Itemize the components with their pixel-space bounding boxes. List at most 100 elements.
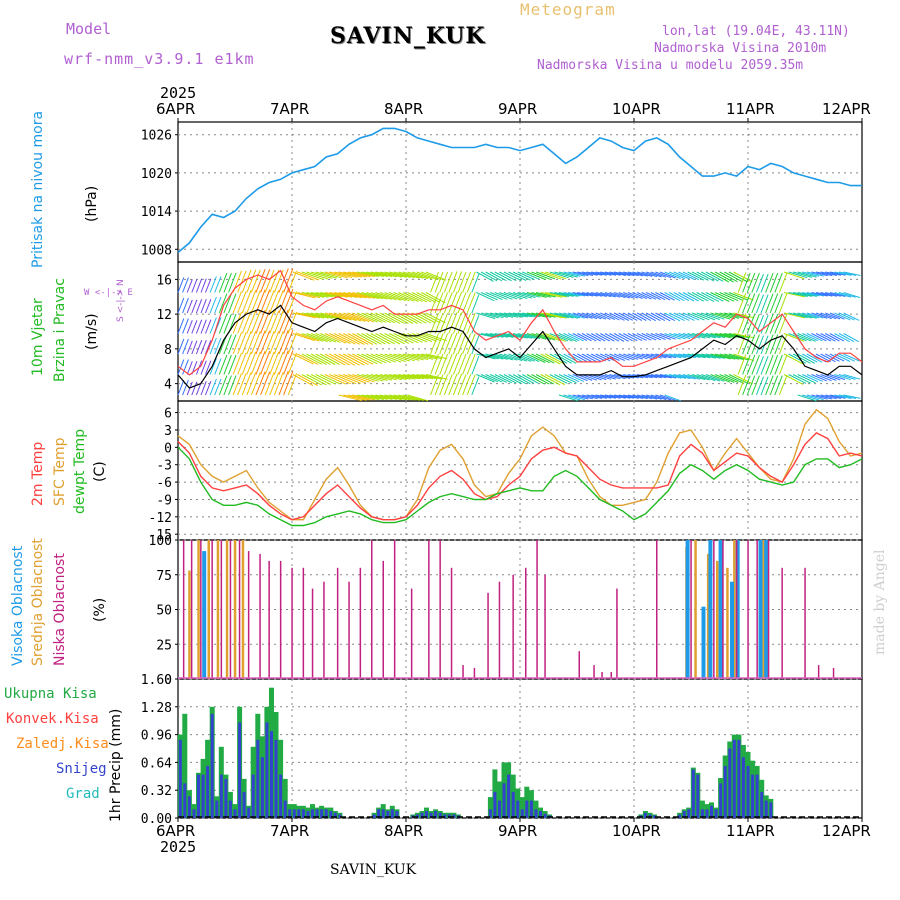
wind-arrow [457, 374, 467, 396]
wind-arrow [448, 353, 458, 375]
wind-arrow [755, 376, 764, 396]
wind-arrow [641, 394, 658, 400]
wind-arrow [347, 271, 371, 278]
date-tick-label: 12APR [822, 100, 871, 118]
low-cloud-bar [410, 588, 413, 679]
wind-arrow [820, 292, 838, 297]
wind-arrow [361, 394, 384, 400]
wind-arrow [462, 333, 472, 355]
wind-arrow [384, 292, 406, 302]
wind-arrow [448, 332, 458, 355]
wind-arrow [379, 353, 402, 363]
mid-cloud-bar [241, 540, 245, 679]
wind-arrow [494, 312, 514, 318]
precip-snow-bar [687, 809, 691, 818]
wind-arrow [627, 292, 643, 299]
precip-snow-bar [256, 739, 260, 818]
wind-arrow [760, 356, 769, 375]
wind-arrow [627, 271, 644, 277]
wind-arrow [742, 334, 751, 355]
wind-arrow [393, 333, 414, 344]
wind-arrow [228, 272, 237, 293]
wind-arrow [774, 293, 783, 314]
y-tick-label: 1.60 [141, 673, 172, 688]
high-cloud-bar [758, 540, 763, 679]
wind-arrow [402, 292, 423, 303]
precip-ylabel: 1hr Precip (mm) [108, 708, 124, 822]
wind-arrow [306, 374, 327, 386]
wind-arrow [329, 312, 352, 321]
model-name: wrf-nmm_v3.9.1 e1km [64, 50, 255, 68]
wind-arrow [347, 333, 369, 345]
wind-arrow [549, 292, 570, 297]
wind-arrow [297, 374, 319, 386]
wind-arrow [264, 351, 275, 375]
wind-arrow [774, 354, 783, 375]
precip-legend-total: Ukupna Kisa [4, 686, 97, 702]
date-tick-label: 6APR [156, 100, 196, 118]
date-tick-label: 7APR [270, 100, 310, 118]
wind-arrow [499, 312, 519, 318]
wind-arrow [719, 292, 739, 302]
wind-arrow [581, 353, 597, 362]
wind-arrow [714, 374, 735, 383]
wind-arrow [297, 333, 320, 342]
wind-arrow [366, 271, 388, 277]
wind-arrow [209, 378, 217, 396]
wind-arrow [398, 353, 420, 361]
wind-arrow [825, 271, 842, 276]
wind-arrow [425, 374, 448, 380]
wind-arrow [186, 299, 193, 314]
wind-arrow [241, 269, 252, 293]
wind-arrow [646, 353, 662, 359]
wind-arrow [471, 315, 480, 334]
footer-station: SAVIN_KUK [330, 862, 417, 878]
wind-arrow [324, 333, 347, 344]
wind-arrow [838, 374, 856, 380]
wind-arrow [182, 297, 189, 314]
wind-compass-sn: S <-|-> N [116, 279, 126, 322]
wind-arrow [512, 374, 531, 385]
wind-arrow [260, 330, 271, 355]
wind-arrow [568, 394, 585, 401]
wind-arrow [218, 313, 228, 334]
wind-arrow [443, 292, 453, 314]
wind-arrow [710, 333, 732, 339]
credit-label: made by Angel [872, 549, 888, 656]
wind-arrow [416, 374, 438, 380]
wind-arrow [186, 279, 193, 293]
precip-snow-bar [288, 809, 292, 818]
wind-arrow [365, 333, 386, 345]
mid-cloud-bar [694, 540, 697, 679]
wind-arrow [489, 271, 507, 282]
wind-arrow [499, 353, 518, 361]
wind-arrow [250, 351, 261, 375]
wind-arrow [237, 270, 247, 293]
precip-snow-bar [224, 778, 228, 818]
wind-arrow [421, 312, 441, 324]
wind-arrow [636, 353, 653, 360]
wind-arrow [623, 271, 639, 277]
wind-arrow [655, 333, 672, 340]
wind-arrow [540, 374, 561, 386]
wind-arrow [448, 373, 458, 396]
wind-arrow [402, 353, 424, 361]
wind-arrow [627, 353, 643, 360]
wind-arrow [623, 312, 638, 321]
wind-arrow [352, 333, 374, 345]
wind-arrow [508, 292, 528, 299]
precip-snow-bar [372, 814, 376, 818]
wind-arrow [636, 394, 653, 400]
wind-arrow [669, 271, 686, 280]
wind-arrow [402, 312, 422, 324]
wind-arrow [714, 353, 736, 360]
wind-arrow [375, 374, 397, 381]
low-cloud-bar [302, 567, 305, 679]
wind-arrow [471, 376, 480, 396]
wind-arrow [710, 353, 731, 360]
precip-snow-bar [260, 757, 264, 818]
y-tick-label: 0 [164, 441, 172, 456]
high-cloud-bar [685, 540, 690, 679]
wind-arrow [701, 292, 720, 302]
wind-arrow [650, 374, 667, 379]
